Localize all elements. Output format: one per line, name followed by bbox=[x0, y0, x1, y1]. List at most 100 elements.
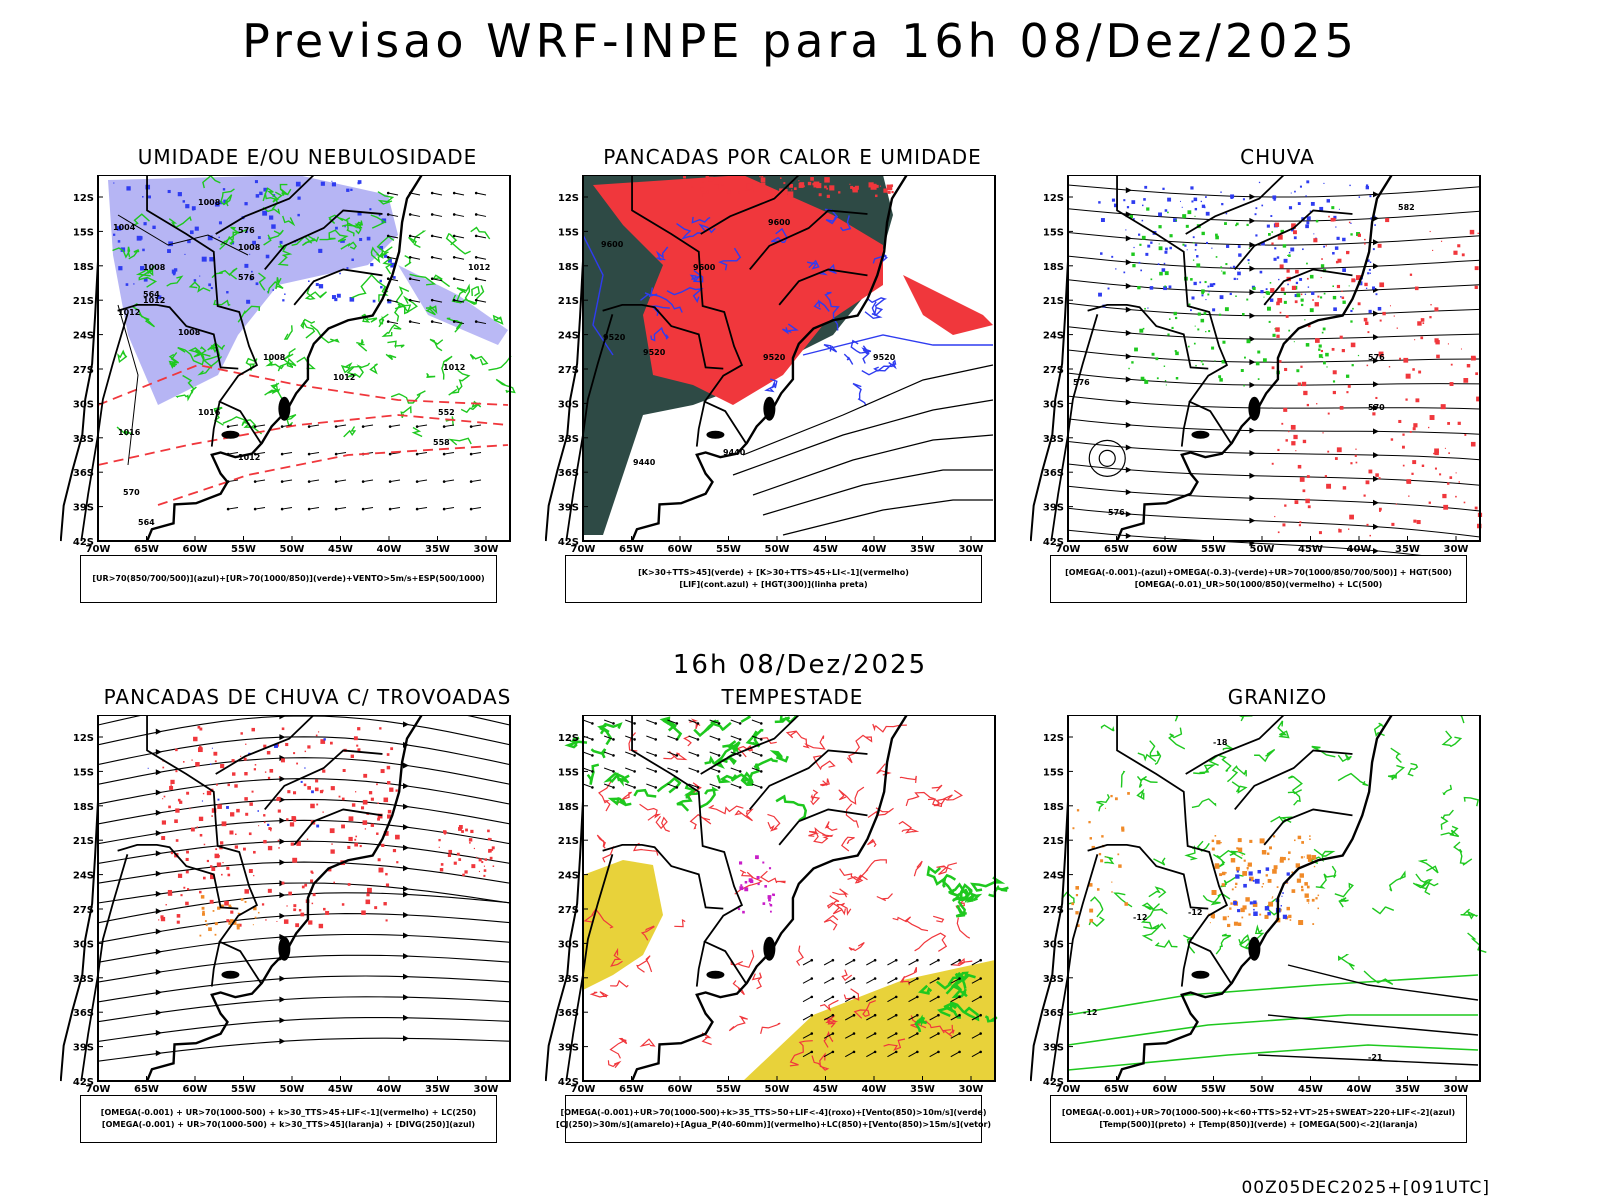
state-border bbox=[1050, 854, 1099, 1082]
heat-red-pixel bbox=[727, 190, 731, 194]
flow-arrow bbox=[403, 1014, 409, 1021]
flow-arrow bbox=[1373, 452, 1379, 459]
thunder-red-pixel bbox=[175, 808, 180, 813]
wind-vector-head bbox=[696, 722, 700, 725]
rain-red-pixel bbox=[1335, 260, 1339, 264]
humidity-blue-pixel bbox=[263, 187, 268, 192]
thunder-red-pixel bbox=[470, 829, 474, 834]
thunder-red-pixel bbox=[288, 891, 292, 896]
wind-vector bbox=[844, 1033, 855, 1039]
thunder-red-pixel bbox=[489, 856, 493, 860]
coastline-pacific bbox=[60, 261, 99, 542]
rain-blue-pixel bbox=[1297, 202, 1301, 206]
model-run-label: 00Z05DEC2025+[091UTC] bbox=[1241, 1178, 1490, 1198]
rain-blue-pixel bbox=[1333, 307, 1337, 312]
wind-vector-head bbox=[452, 298, 456, 302]
hail-orange-pixel bbox=[1114, 797, 1118, 801]
heat-red-pixel bbox=[702, 181, 704, 183]
thunder-red-pixel bbox=[310, 803, 315, 809]
thunder-red-pixel bbox=[244, 772, 248, 776]
humidity-blue-pixel bbox=[357, 180, 362, 184]
wind-vector-head bbox=[226, 425, 230, 428]
humidity-blue-pixel bbox=[331, 180, 333, 182]
humidity-green-contour bbox=[222, 416, 247, 424]
water-vapor-contour bbox=[732, 980, 745, 996]
coastline-pacific bbox=[60, 801, 99, 1082]
thunder-red-pixel bbox=[443, 830, 447, 834]
humidity-green-contour bbox=[267, 277, 284, 294]
humidity-green-contour bbox=[220, 226, 248, 246]
rain-green-pixel bbox=[1164, 271, 1169, 276]
lifted-index-contour bbox=[867, 297, 888, 317]
heat-red-pixel bbox=[789, 183, 793, 188]
lat-tick-label: 39S bbox=[1043, 503, 1064, 514]
rain-green-pixel bbox=[1320, 264, 1325, 268]
rain-red-pixel bbox=[1475, 372, 1478, 376]
rain-green-pixel bbox=[1188, 303, 1191, 306]
water-vapor-contour bbox=[598, 780, 612, 812]
rain-blue-pixel bbox=[1290, 247, 1295, 252]
flow-arrow bbox=[279, 734, 286, 741]
lagoa-dos-patos bbox=[763, 936, 776, 961]
hail-orange-pixel bbox=[1088, 883, 1093, 887]
wind850-green-contour bbox=[945, 972, 967, 995]
flow-arrow bbox=[155, 769, 162, 776]
heat-red-ocean bbox=[903, 275, 993, 335]
water-vapor-contour bbox=[663, 750, 688, 761]
thunder-red-pixel bbox=[292, 857, 298, 863]
rain-blue-pixel bbox=[1201, 294, 1204, 297]
wind-vector-head bbox=[280, 480, 284, 483]
humidity-blue-pixel bbox=[334, 298, 338, 302]
temp850-green-contour bbox=[1453, 841, 1473, 866]
rain-green-pixel bbox=[1175, 377, 1179, 380]
thunder-red-pixel bbox=[277, 809, 281, 813]
rain-blue-pixel bbox=[1358, 196, 1361, 198]
legend-box: [OMEGA(-0.001)+UR>70(1000-500)+k<60+TTS>… bbox=[1050, 1095, 1467, 1143]
wind-vector bbox=[603, 751, 614, 756]
rain-blue-pixel bbox=[1186, 249, 1188, 251]
thunder-red-pixel bbox=[263, 839, 267, 844]
lat-tick-label: 36S bbox=[73, 1008, 94, 1019]
lon-tick-label: 65W bbox=[134, 1084, 159, 1095]
rain-blue-pixel bbox=[1173, 218, 1177, 222]
rain-red-pixel bbox=[1327, 412, 1330, 415]
wind-vector bbox=[950, 1033, 960, 1039]
contour-label: 1008 bbox=[178, 328, 201, 337]
water-vapor-contour bbox=[589, 991, 609, 998]
rain-blue-pixel bbox=[1288, 206, 1293, 210]
geopotential-contour bbox=[742, 364, 994, 456]
flow-arrow bbox=[1373, 357, 1379, 364]
contour-label: 1016 bbox=[118, 428, 141, 437]
rain-red-pixel bbox=[1429, 316, 1432, 319]
rain-red-pixel bbox=[1372, 412, 1376, 416]
rain-blue-pixel bbox=[1288, 251, 1291, 254]
lifted-index-contour bbox=[862, 345, 870, 364]
thunder-red-pixel bbox=[286, 818, 289, 821]
heat-red-pixel bbox=[761, 175, 764, 178]
wind850-green-contour bbox=[753, 757, 778, 769]
cyclone-spiral bbox=[1088, 439, 1126, 477]
lon-tick-label: 40W bbox=[377, 1084, 402, 1095]
lon-tick-label: 35W bbox=[425, 1084, 450, 1095]
rain-red-pixel bbox=[1283, 407, 1288, 412]
rain-blue-pixel bbox=[1365, 287, 1368, 289]
wind-vector bbox=[667, 767, 678, 772]
humidity-green-contour bbox=[138, 265, 158, 288]
water-vapor-contour bbox=[838, 786, 865, 805]
rain-blue-pixel bbox=[1190, 186, 1194, 190]
wind-vector-head bbox=[415, 452, 419, 456]
hail-orange-pixel bbox=[1276, 886, 1279, 889]
rain-red-pixel bbox=[1422, 322, 1425, 324]
water-vapor-contour bbox=[689, 813, 712, 830]
wind-vector-head bbox=[937, 1050, 940, 1054]
wind-vector-head bbox=[831, 995, 835, 999]
wind-vector bbox=[625, 767, 635, 772]
thunder-red-pixel bbox=[383, 902, 387, 906]
wind-vector bbox=[410, 235, 421, 239]
water-vapor-contour bbox=[876, 763, 892, 776]
wind-vector bbox=[476, 256, 487, 260]
wind-vector-head bbox=[894, 1050, 898, 1054]
wind-vector-head bbox=[307, 507, 311, 511]
streamline bbox=[1067, 463, 1481, 486]
hail-orange-pixel bbox=[1297, 835, 1302, 840]
